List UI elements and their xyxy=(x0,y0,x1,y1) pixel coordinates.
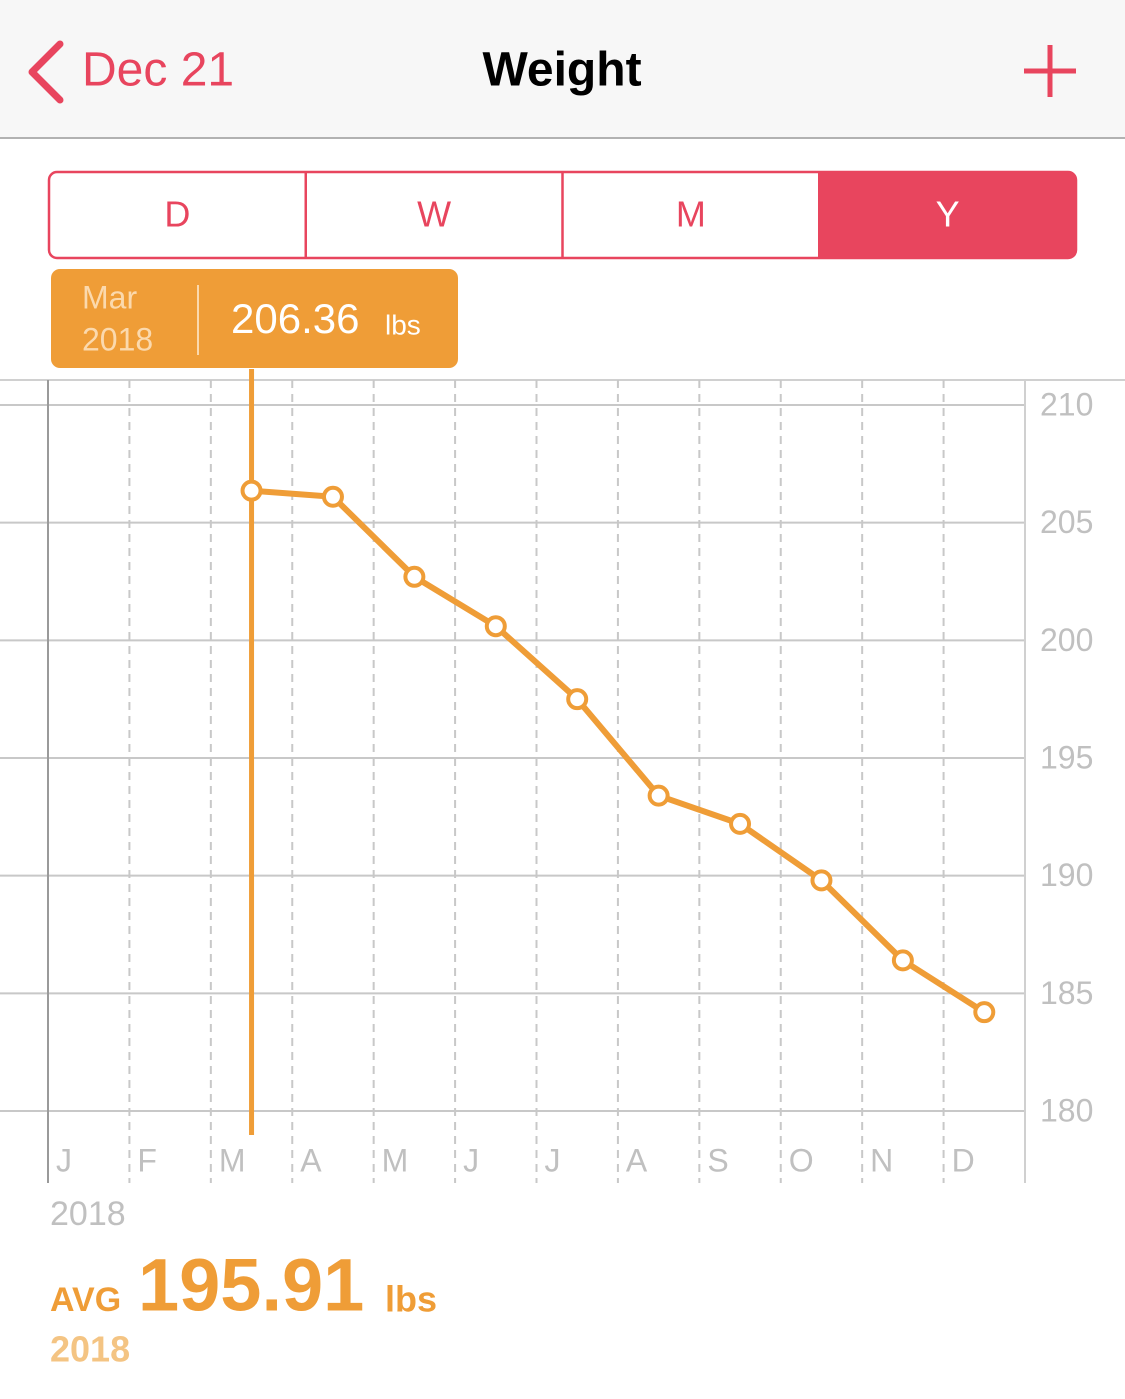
data-point xyxy=(321,485,344,508)
nav-bar xyxy=(0,0,1125,138)
avg-value: 195.91 xyxy=(138,1244,364,1327)
segment-label[interactable]: D xyxy=(164,194,190,235)
add-button[interactable] xyxy=(1024,45,1076,97)
data-point xyxy=(973,1001,996,1024)
x-tick-label: J xyxy=(545,1142,561,1178)
x-tick-label: A xyxy=(626,1142,648,1178)
back-chevron[interactable] xyxy=(28,40,64,104)
avg-period: 2018 xyxy=(50,1329,130,1370)
data-point xyxy=(484,615,507,638)
weight-line xyxy=(251,487,986,1015)
x-tick-label: O xyxy=(789,1142,814,1178)
data-point xyxy=(891,949,914,972)
tooltip: Mar 2018 206.36 lbs xyxy=(51,269,458,368)
tooltip-unit: lbs xyxy=(385,309,421,340)
y-tick-label: 190 xyxy=(1040,857,1093,893)
x-tick-label: M xyxy=(382,1142,409,1178)
y-tick-label: 200 xyxy=(1040,622,1093,658)
avg-unit: lbs xyxy=(385,1279,437,1320)
x-tick-label: N xyxy=(870,1142,893,1178)
data-point xyxy=(240,479,263,502)
tooltip-value: 206.36 xyxy=(231,295,359,342)
x-tick-label: D xyxy=(952,1142,975,1178)
tooltip-month: Mar xyxy=(82,279,137,315)
x-axis-label: 2018 xyxy=(50,1195,126,1233)
x-tick-label: S xyxy=(707,1142,728,1178)
segment-label[interactable]: W xyxy=(417,194,451,235)
x-tick-label: J xyxy=(463,1142,479,1178)
x-tick-label: A xyxy=(300,1142,322,1178)
data-point xyxy=(729,812,752,835)
tooltip-box xyxy=(51,269,458,368)
data-point xyxy=(566,688,589,711)
chart: 180 185 190 195 200 205 210 J F M A M J J A S O N D xyxy=(0,369,1125,1183)
segment-selected[interactable] xyxy=(819,172,1076,258)
back-button[interactable]: Dec 21 xyxy=(28,40,234,104)
tooltip-year: 2018 xyxy=(82,321,153,357)
y-tick-label: 210 xyxy=(1040,386,1093,422)
y-tick-label: 205 xyxy=(1040,504,1093,540)
x-tick-label: J xyxy=(56,1142,72,1178)
segment-label[interactable]: M xyxy=(676,194,706,235)
data-point xyxy=(403,565,426,588)
data-point xyxy=(647,784,670,807)
y-tick-label: 195 xyxy=(1040,739,1093,775)
y-tick-label: 185 xyxy=(1040,975,1093,1011)
data-point xyxy=(810,869,833,892)
avg-label: AVG xyxy=(50,1281,121,1319)
back-label[interactable]: Dec 21 xyxy=(82,44,234,97)
x-tick-label: M xyxy=(219,1142,246,1178)
y-tick-label: 180 xyxy=(1040,1092,1093,1128)
x-tick-label: F xyxy=(137,1142,157,1178)
nav-title: Weight xyxy=(482,44,641,97)
segment-label[interactable]: Y xyxy=(936,194,960,235)
